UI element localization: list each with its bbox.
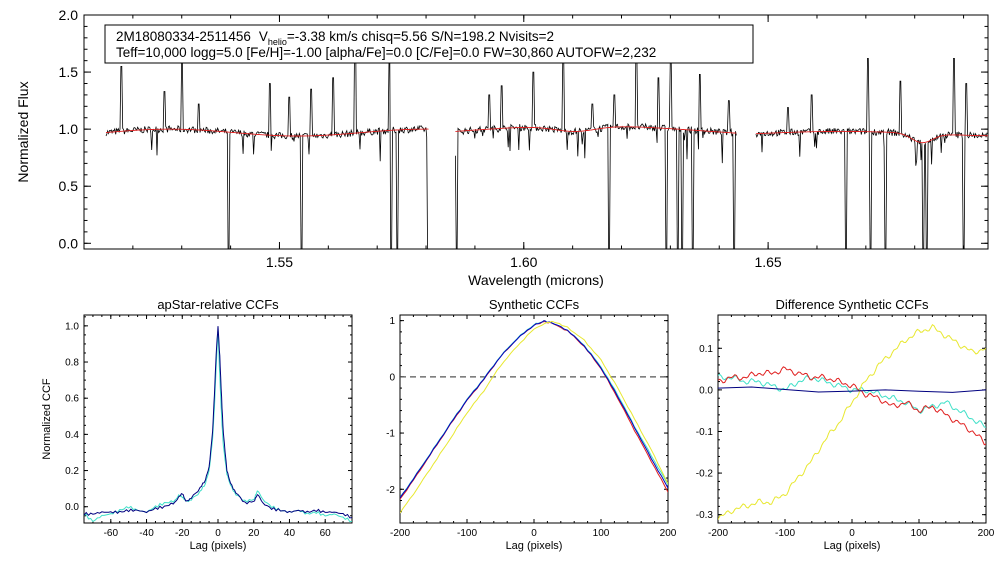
spectrum-panel: 1.55 1.60 1.65 0.0 0.5 1.0 1.5 2.0 Wavelength (m… bbox=[15, 7, 989, 288]
synthetic_ccf-xtick-label: 0 bbox=[531, 528, 537, 539]
diff_ccf-title: Difference Synthetic CCFs bbox=[776, 297, 929, 312]
spectrum-model-chip-3 bbox=[755, 130, 988, 144]
spectrum-xtick-label: 1.55 bbox=[266, 254, 293, 270]
apstar_ccf-xtick-label: 40 bbox=[284, 528, 296, 539]
diff_ccf-xtick-label: 200 bbox=[978, 528, 995, 539]
apstar_ccf-xlabel: Lag (pixels) bbox=[190, 540, 247, 552]
synthetic_ccf-xlabel: Lag (pixels) bbox=[506, 540, 563, 552]
apstar_ccf-xtick-label: 20 bbox=[248, 528, 260, 539]
apstar_ccf-ytick-label: 0.6 bbox=[65, 394, 79, 405]
synthetic_ccf-series-blue bbox=[400, 320, 668, 499]
apstar-ccf-panel: -60 -40 -20 0 20 40 60 0.0 0.2 0.4 0.6 0.8 1.0 Lag (p… bbox=[41, 297, 353, 552]
apstar_ccf-series-visit1 bbox=[84, 326, 352, 519]
spectrum-ytick-label: 1.0 bbox=[59, 121, 79, 137]
diff_ccf-xtick-label: 0 bbox=[849, 528, 855, 539]
info-line1: 2M18080334-2511456 Vhelio=-3.38 km/s chis… bbox=[116, 29, 554, 47]
diff_ccf-ytick-label: 0.1 bbox=[699, 344, 713, 355]
diff_ccf-ytick-label: -0.2 bbox=[696, 469, 714, 480]
synthetic_ccf-series-cyan bbox=[400, 320, 668, 498]
synthetic_ccf-ytick-label: -2 bbox=[386, 485, 395, 496]
info-vhelio-sub: helio bbox=[268, 37, 287, 47]
info-vhelio-symbol: V bbox=[259, 29, 268, 44]
apstar_ccf-ytick-label: 1.0 bbox=[65, 321, 79, 332]
spectrum-ytick-label: 0.5 bbox=[59, 178, 79, 194]
apstar_ccf-xtick-label: -60 bbox=[104, 528, 119, 539]
diff_ccf-ytick-label: -0.3 bbox=[696, 510, 714, 521]
spectrum-frame bbox=[83, 14, 989, 250]
apstar_ccf-ytick-label: 0.4 bbox=[65, 430, 79, 441]
diff_ccf-series-yellow bbox=[718, 323, 986, 520]
spectrum-observed-chip-2 bbox=[455, 46, 737, 249]
diff_ccf-xtick-label: -200 bbox=[708, 528, 728, 539]
diff_ccf-series-navy bbox=[718, 386, 986, 393]
apstar_ccf-ytick-label: 0.0 bbox=[65, 502, 79, 513]
spectrum-ytick-label: 2.0 bbox=[59, 7, 79, 23]
synthetic_ccf-ytick-label: -1 bbox=[386, 429, 395, 440]
spectrum-model-chip-2 bbox=[455, 126, 737, 134]
apstar_ccf-frame bbox=[83, 314, 353, 524]
spectrum-xtick-label: 1.60 bbox=[510, 254, 537, 270]
apstar_ccf-xtick-label: -40 bbox=[139, 528, 154, 539]
info-box: 2M18080334-2511456 Vhelio=-3.38 km/s chis… bbox=[104, 24, 754, 64]
spectrum-ylabel: Normalized Flux bbox=[15, 81, 31, 182]
spectrum-plot-area bbox=[105, 28, 988, 249]
synthetic_ccf-title: Synthetic CCFs bbox=[489, 297, 580, 312]
diff_ccf-series-cyan bbox=[718, 373, 986, 428]
spectrum-model-chip-1 bbox=[105, 128, 429, 137]
synthetic_ccf-xtick-label: 100 bbox=[593, 528, 610, 539]
diff_ccf-xlabel: Lag (pixels) bbox=[824, 540, 881, 552]
apstar_ccf-series-visit2 bbox=[84, 329, 352, 523]
apstar_ccf-ytick-label: 0.2 bbox=[65, 466, 79, 477]
diff_ccf-xtick-label: -100 bbox=[775, 528, 795, 539]
difference-ccf-panel: -200 -100 0 100 200 -0.3 -0.2 -0.1 0.0 0.1 Lag (pi… bbox=[696, 297, 995, 552]
synthetic-ccf-panel: -200 -100 0 100 200 -2 -1 0 1 Lag (pixels) Synthet… bbox=[386, 297, 677, 552]
apstar_ccf-xtick-label: 60 bbox=[320, 528, 332, 539]
apstar_ccf-ytick-label: 0.8 bbox=[65, 358, 79, 369]
spectrum-xlabel: Wavelength (microns) bbox=[468, 272, 604, 288]
diff_ccf-plot-area bbox=[718, 323, 986, 520]
spectrum-ytick-label: 0.0 bbox=[59, 235, 79, 251]
synthetic_ccf-xtick-label: 200 bbox=[660, 528, 677, 539]
synthetic_ccf-series-yellow bbox=[400, 320, 668, 514]
diff_ccf-xtick-label: 100 bbox=[911, 528, 928, 539]
apstar_ccf-ylabel: Normalized CCF bbox=[41, 378, 53, 460]
spectrum-ytick-label: 1.5 bbox=[59, 64, 79, 80]
synthetic_ccf-ytick-label: 1 bbox=[389, 316, 395, 327]
apstar_ccf-xtick-label: -20 bbox=[175, 528, 190, 539]
apstar_ccf-title: apStar-relative CCFs bbox=[157, 297, 279, 312]
diff_ccf-series-red bbox=[718, 366, 986, 446]
info-box-frame bbox=[104, 24, 754, 64]
info-line2: Teff=10,000 logg=5.0 [Fe/H]=-1.00 [alpha… bbox=[116, 45, 656, 60]
synthetic_ccf-xtick-label: -200 bbox=[390, 528, 410, 539]
spectrum-xtick-label: 1.65 bbox=[754, 254, 781, 270]
synthetic_ccf-ytick-label: 0 bbox=[389, 372, 395, 383]
synthetic_ccf-xtick-label: -100 bbox=[457, 528, 477, 539]
spectrum-observed-chip-3 bbox=[755, 58, 988, 249]
diff_ccf-ytick-label: 0.0 bbox=[699, 385, 713, 396]
diff_ccf-frame bbox=[717, 314, 987, 524]
apstar_ccf-xtick-label: 0 bbox=[215, 528, 221, 539]
apstar_ccf-plot-area bbox=[84, 326, 352, 523]
synthetic_ccf-series-red bbox=[400, 320, 668, 500]
diff_ccf-ytick-label: -0.1 bbox=[696, 427, 714, 438]
info-star: 2M18080334-2511456 bbox=[116, 29, 251, 44]
synthetic_ccf-frame bbox=[399, 314, 669, 524]
info-vhelio-rest: =-3.38 km/s chisq=5.56 S/N=198.2 Nvisits… bbox=[287, 29, 554, 44]
synthetic_ccf-plot-area bbox=[400, 320, 668, 514]
